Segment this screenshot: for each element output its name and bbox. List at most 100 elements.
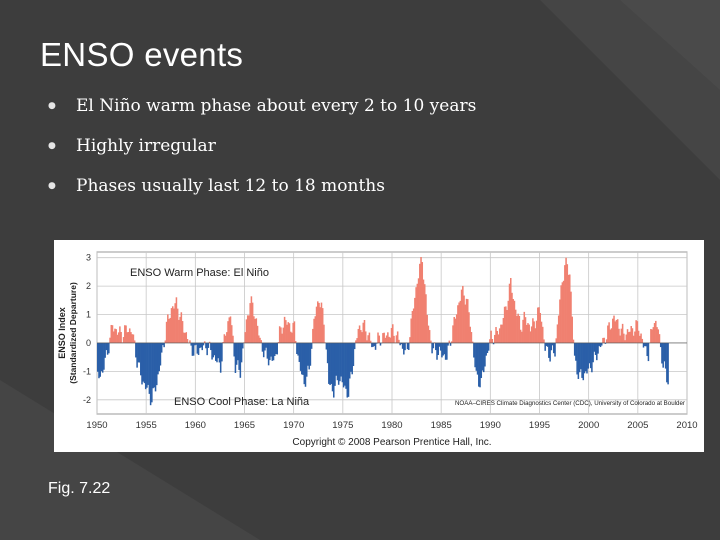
enso-chart: 1950 1955 1960 1965 1970 1975 1980 1985 1990 1995… — [57, 251, 698, 448]
warm-phase-bar — [466, 299, 469, 343]
cool-phase-bar — [553, 342, 555, 354]
warm-phase-bar — [124, 325, 126, 343]
cool-phase-bar — [330, 342, 333, 384]
warm-phase-bar — [131, 334, 133, 343]
warm-phase-bar — [524, 317, 527, 343]
warm-phase-bar — [409, 337, 411, 343]
warm-phase-bar — [607, 325, 609, 343]
cool-phase-bar — [580, 342, 582, 370]
warm-phase-bar — [249, 303, 251, 343]
warm-phase-bar — [168, 319, 170, 343]
warm-phase-bar — [384, 337, 387, 343]
warm-phase-bar — [605, 339, 608, 343]
warm-phase-bar — [540, 321, 543, 343]
cool-phase-bar — [221, 342, 223, 362]
cool-phase-bar — [554, 342, 556, 357]
cool-phase-bar — [484, 342, 486, 367]
warm-phase-bar — [500, 324, 502, 343]
y-tick-label: -2 — [83, 395, 91, 405]
warm-phase-bar — [495, 327, 497, 343]
x-tick-label: 2005 — [627, 420, 648, 431]
warm-phase-bar — [116, 334, 119, 343]
warm-phase-bar — [396, 331, 399, 343]
warm-phase-bar — [246, 315, 249, 343]
cool-phase-bar — [351, 342, 353, 375]
warm-phase-bar — [289, 331, 292, 343]
warm-phase-bar — [285, 320, 287, 343]
warm-phase-bar — [323, 324, 325, 343]
cool-phase-bar — [345, 342, 347, 389]
warm-phase-bar — [623, 333, 625, 343]
warm-phase-bar — [110, 324, 113, 343]
warm-phase-bar — [277, 342, 280, 343]
x-tick-label: 1980 — [381, 420, 402, 431]
warm-phase-bar — [421, 262, 424, 343]
warm-phase-bar — [412, 308, 415, 343]
warm-phase-bar — [608, 322, 610, 343]
cool-phase-bar — [100, 342, 103, 372]
warm-phase-bar — [180, 312, 183, 343]
warm-phase-bar — [367, 335, 369, 343]
cool-phase-bar — [350, 342, 352, 372]
cool-phase-bar — [233, 342, 235, 357]
cool-phase-bar — [473, 342, 475, 358]
cool-phase-bar — [438, 342, 441, 347]
cool-phase-bar — [157, 342, 159, 375]
cool-phase-bar — [142, 342, 145, 382]
x-tick-label: 1975 — [332, 420, 353, 431]
warm-phase-bar — [619, 335, 621, 343]
cool-phase-bar — [578, 342, 581, 373]
warm-phase-bar — [628, 332, 630, 343]
cool-phase-bar — [666, 342, 668, 383]
warm-phase-bar — [629, 331, 631, 343]
warm-phase-bar — [251, 302, 254, 343]
warm-phase-bar — [227, 321, 229, 343]
cool-phase-bar — [435, 342, 437, 351]
cool-phase-bar — [475, 342, 478, 371]
cool-phase-bar — [485, 342, 487, 356]
warm-phase-bar — [630, 326, 632, 343]
bullet-dot-icon: ● — [48, 101, 56, 111]
warm-phase-bar — [358, 325, 361, 343]
warm-phase-bar — [125, 325, 127, 343]
cool-phase-bar — [307, 342, 309, 366]
warm-phase-bar — [364, 331, 367, 343]
cool-phase-bar — [647, 342, 650, 362]
cool-phase-bar — [196, 342, 199, 354]
warm-phase-bar — [448, 340, 451, 343]
warm-phase-bar — [224, 335, 227, 343]
warm-phase-bar — [454, 318, 457, 343]
warm-phase-bar — [378, 335, 381, 343]
cool-phase-bar — [372, 342, 374, 347]
cool-phase-bar — [326, 342, 329, 364]
cool-phase-bar — [348, 342, 351, 379]
warm-phase-bar — [632, 335, 635, 343]
cool-phase-bar — [478, 342, 480, 387]
warm-phase-bar — [571, 316, 573, 343]
warm-phase-bar — [525, 324, 528, 343]
warm-phase-bar — [430, 340, 432, 343]
warm-phase-bar — [320, 302, 323, 343]
warm-phase-bar — [503, 306, 506, 343]
warm-phase-bar — [175, 297, 178, 343]
cool-phase-bar — [207, 342, 210, 348]
y-tick-label: 3 — [86, 253, 91, 263]
cool-phase-bar — [604, 342, 607, 344]
cool-phase-bar — [437, 342, 440, 356]
cool-phase-bar — [299, 342, 302, 371]
x-tick-label: 1955 — [136, 420, 157, 431]
cool-phase-bar — [403, 342, 405, 355]
warm-phase-bar — [178, 319, 180, 343]
warm-phase-bar — [245, 319, 248, 343]
warm-phase-bar — [167, 314, 169, 343]
warm-phase-bar — [651, 329, 653, 343]
cool-phase-bar — [153, 342, 156, 388]
warm-phase-bar — [321, 308, 324, 343]
cool-phase-bar — [265, 342, 267, 348]
cool-phase-bar — [296, 342, 298, 355]
cool-phase-bar — [264, 342, 266, 351]
warm-phase-bar — [164, 340, 167, 343]
bullet-text: Phases usually last 12 to 18 months — [76, 176, 385, 196]
cool-phase-bar — [334, 342, 336, 386]
cool-phase-bar — [577, 342, 580, 379]
